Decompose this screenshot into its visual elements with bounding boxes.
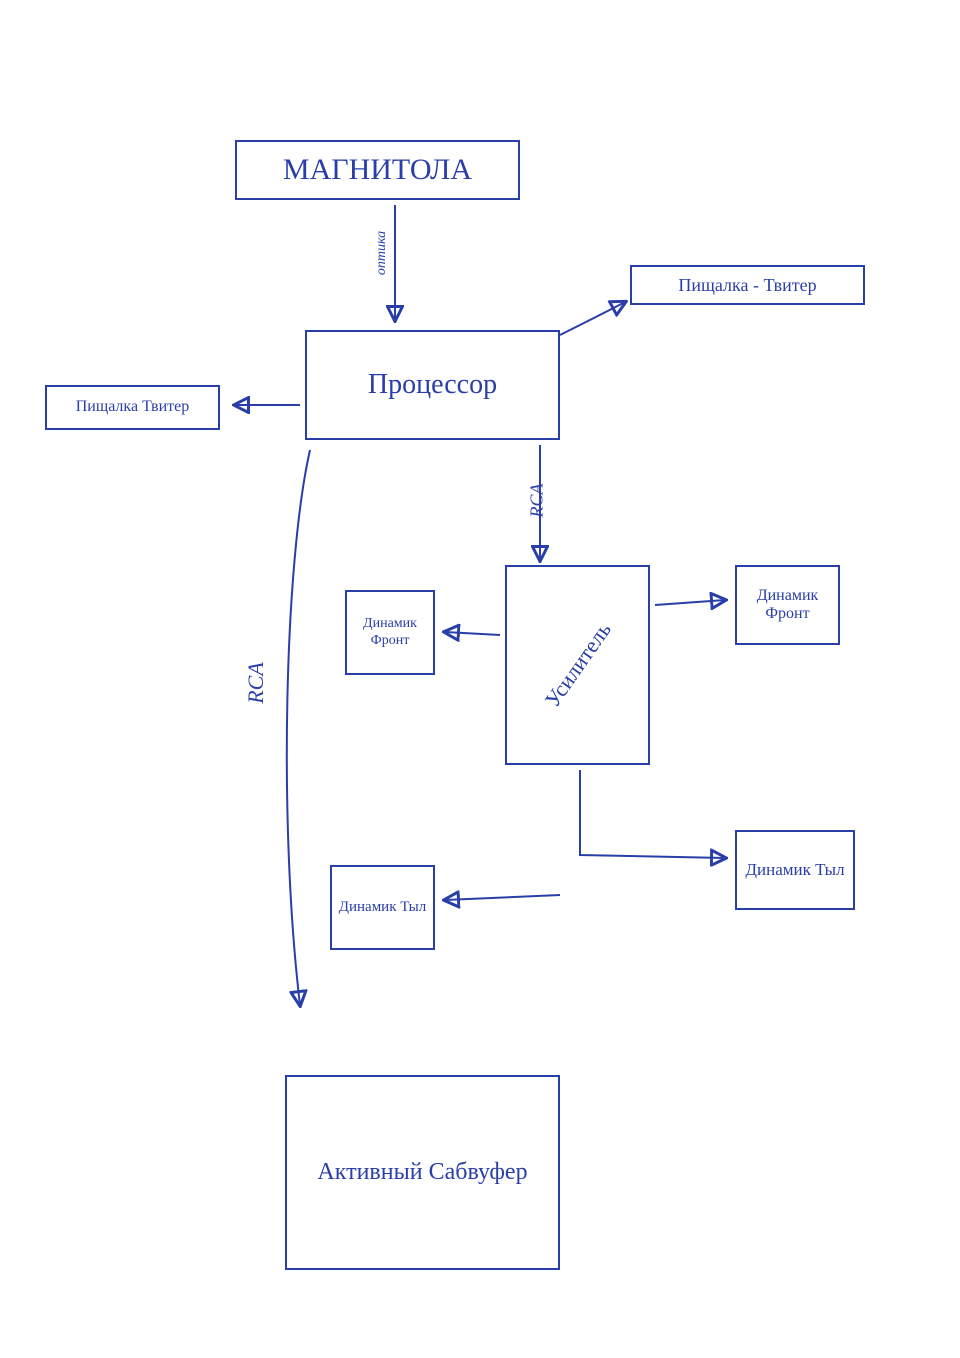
node-speaker-front-left-label: Динамик Фронт xyxy=(351,616,429,648)
edge xyxy=(560,302,625,335)
node-tweeter-left-label: Пищалка Твитер xyxy=(76,398,189,416)
node-speaker-rear-right-label: Динамик Тыл xyxy=(745,860,844,880)
edge xyxy=(445,895,560,900)
node-processor: Процессор xyxy=(305,330,560,440)
diagram-canvas: МАГНИТОЛА Процессор Пищалка Твитер Пищал… xyxy=(0,0,960,1358)
edge-label-rca-2: RCA xyxy=(243,662,269,704)
node-tweeter-left: Пищалка Твитер xyxy=(45,385,220,430)
edge-label-optic: оптика xyxy=(374,231,390,275)
edge xyxy=(287,450,310,1005)
node-speaker-front-right-label: Динамик Фронт xyxy=(741,587,834,624)
node-amplifier: Усилитель xyxy=(505,565,650,765)
node-speaker-rear-left: Динамик Тыл xyxy=(330,865,435,950)
node-tweeter-right-label: Пищалка - Твитер xyxy=(678,275,816,296)
node-speaker-rear-right: Динамик Тыл xyxy=(735,830,855,910)
node-headunit-label: МАГНИТОЛА xyxy=(283,153,472,188)
node-speaker-front-right: Динамик Фронт xyxy=(735,565,840,645)
edge xyxy=(445,632,500,635)
edge xyxy=(655,600,725,605)
node-speaker-rear-left-label: Динамик Тыл xyxy=(339,899,426,916)
node-subwoofer-label: Активный Сабвуфер xyxy=(317,1159,527,1187)
edge-label-rca-1: RCA xyxy=(527,484,548,518)
edge xyxy=(580,770,725,858)
node-processor-label: Процессор xyxy=(368,369,497,401)
node-speaker-front-left: Динамик Фронт xyxy=(345,590,435,675)
node-headunit: МАГНИТОЛА xyxy=(235,140,520,200)
node-tweeter-right: Пищалка - Твитер xyxy=(630,265,865,305)
node-subwoofer: Активный Сабвуфер xyxy=(285,1075,560,1270)
node-amplifier-label: Усилитель xyxy=(539,618,616,712)
